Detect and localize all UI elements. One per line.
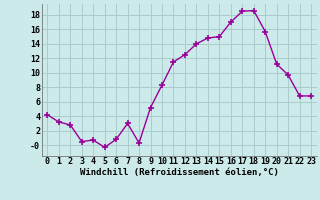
X-axis label: Windchill (Refroidissement éolien,°C): Windchill (Refroidissement éolien,°C) (80, 168, 279, 177)
